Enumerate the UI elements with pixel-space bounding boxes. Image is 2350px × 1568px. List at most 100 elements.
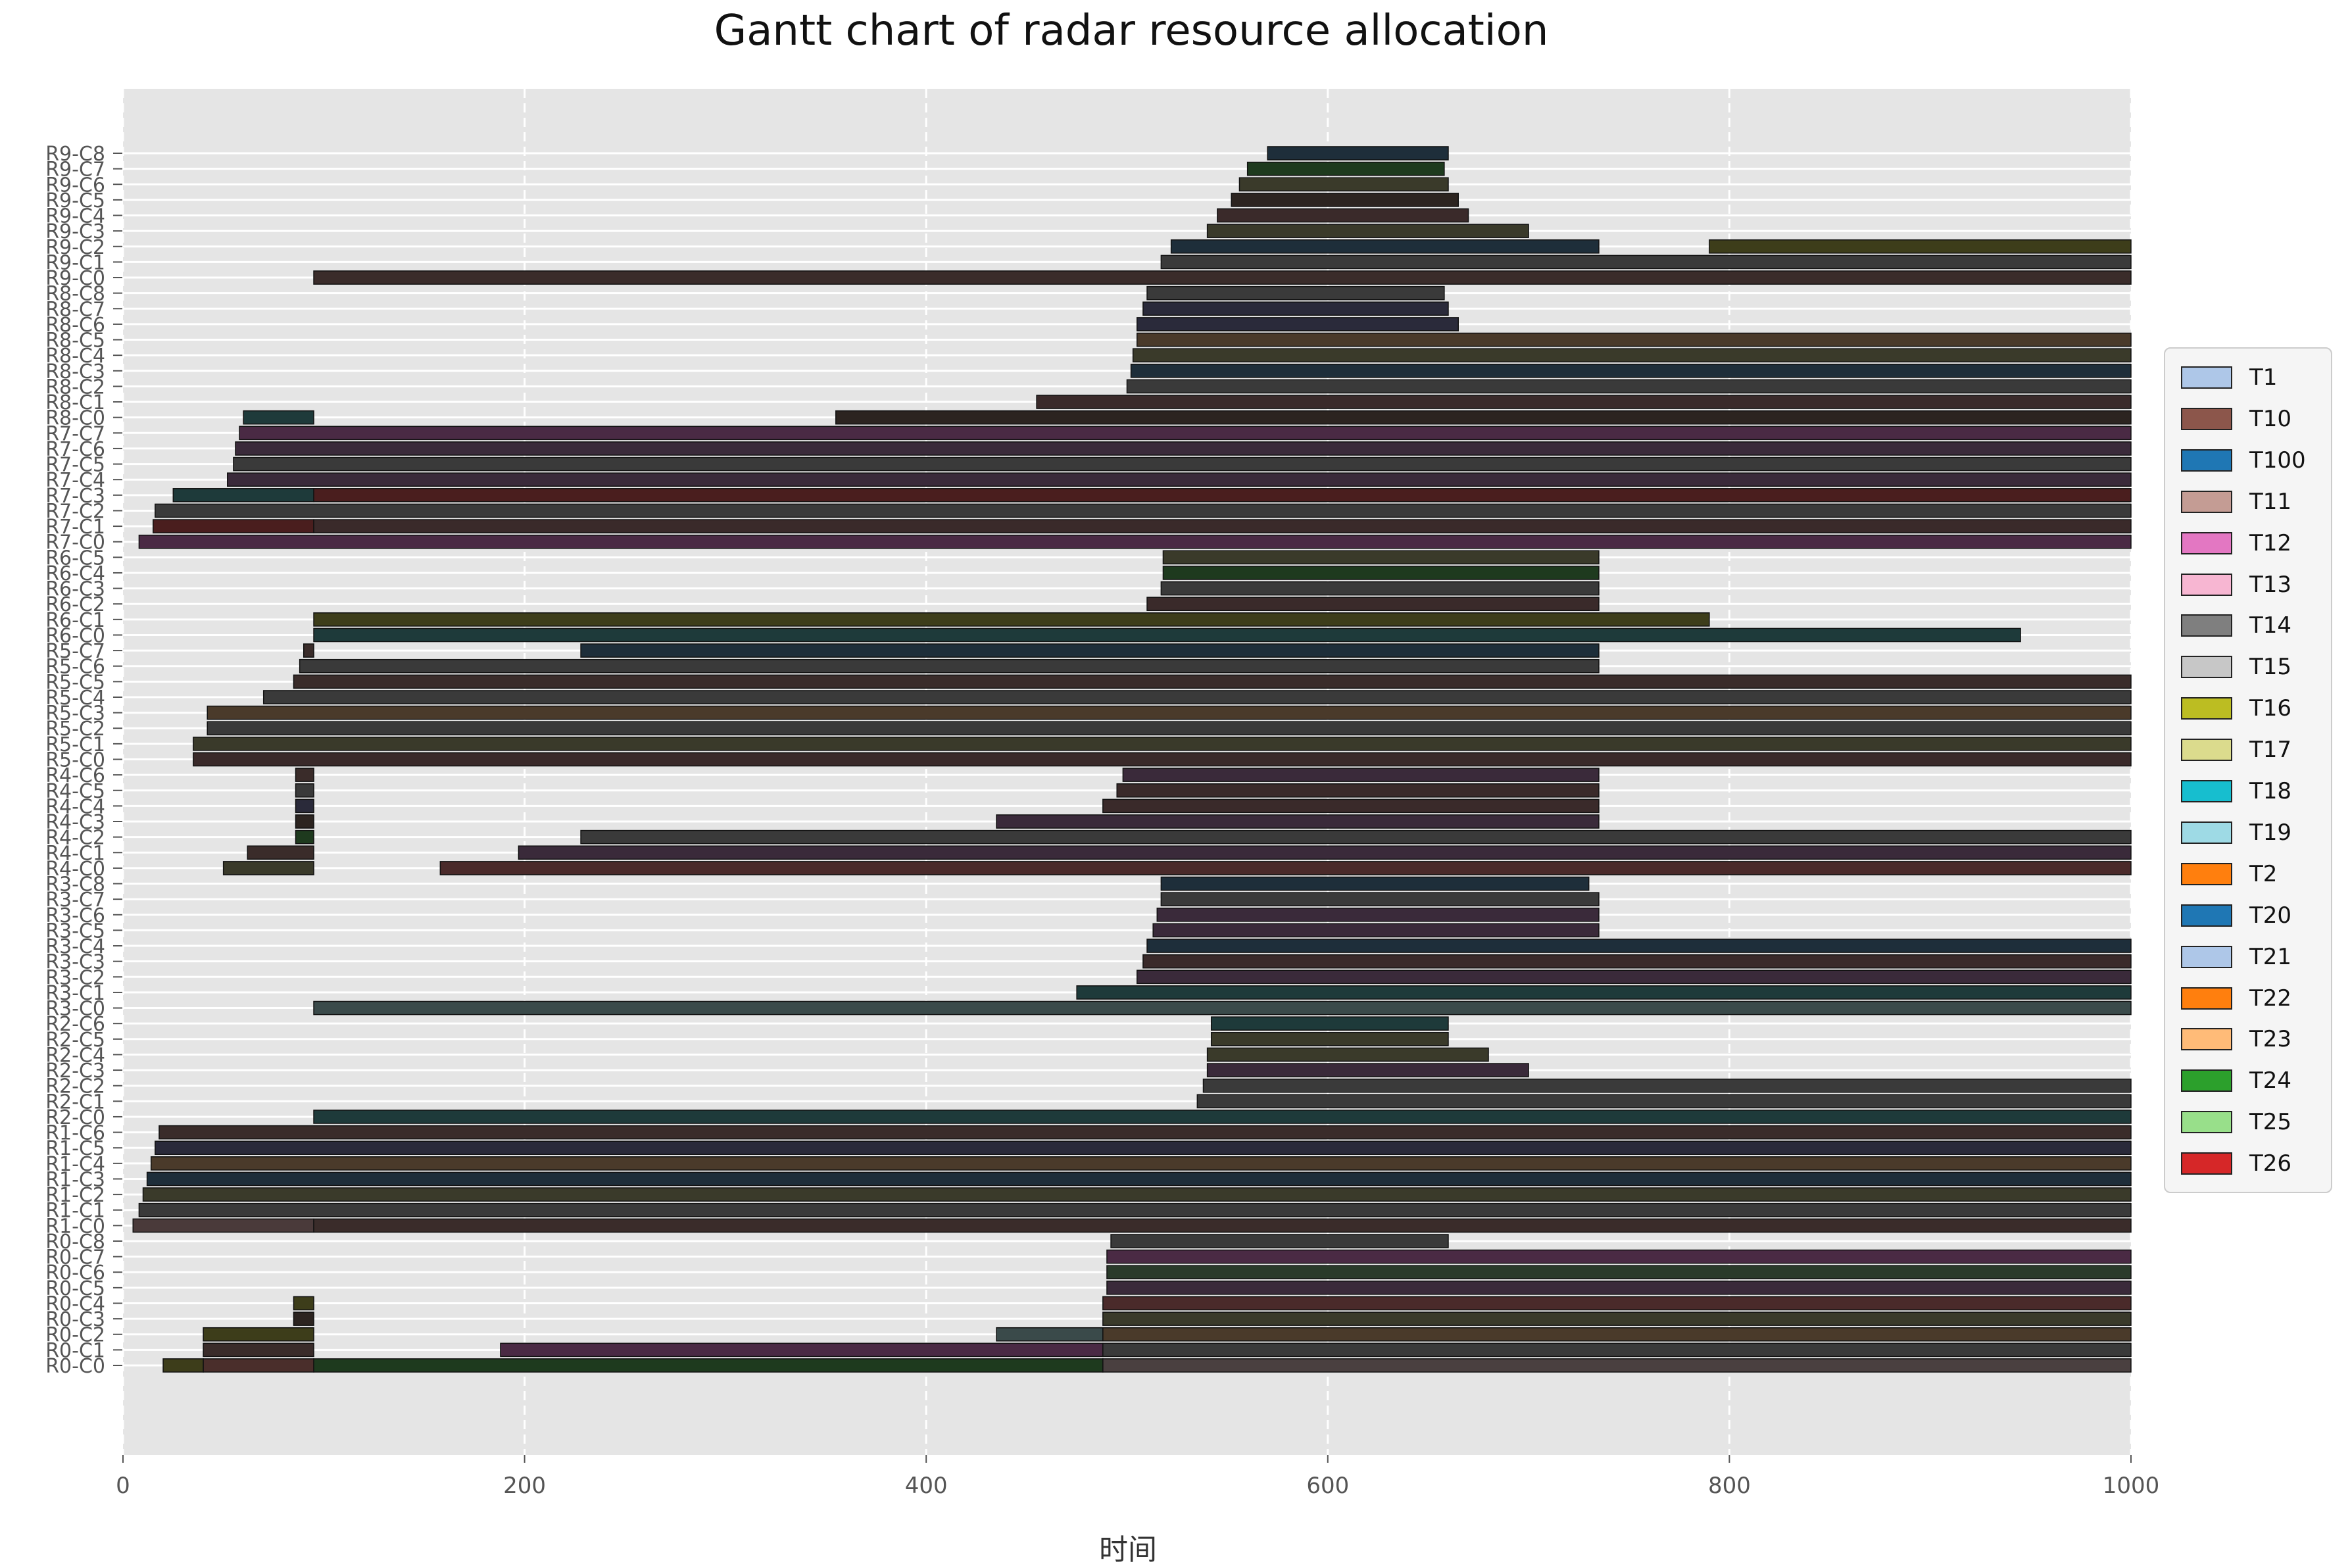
gantt-bar [1231,193,1459,207]
legend-swatch [2181,1152,2232,1175]
y-tick-label: R4-C2 [45,827,105,850]
y-tick-label: R5-C5 [45,671,105,694]
gantt-bar [1102,1327,2132,1342]
legend-label: T100 [2249,447,2306,474]
x-tick-label: 800 [1708,1473,1751,1499]
gantt-bar [313,1218,2132,1233]
y-tick-label: R0-C4 [45,1292,105,1315]
y-tick-label: R8-C1 [45,391,105,414]
y-tick-label: R1-C2 [45,1184,105,1207]
gantt-bar [313,1110,2132,1124]
y-tick-label: R8-C3 [45,360,105,383]
gantt-bar [1162,550,1600,565]
gantt-bar [1106,1281,2132,1295]
y-tick-label: R0-C1 [45,1339,105,1362]
gantt-bar [1102,798,1600,814]
gantt-bar [295,829,314,845]
legend-item: T24 [2181,1067,2291,1094]
gantt-bar [1206,1063,1529,1077]
gantt-bar [233,456,2132,472]
legend-swatch [2181,1028,2232,1051]
legend-label: T18 [2249,778,2292,804]
legend-label: T21 [2249,943,2292,970]
y-tick-label: R2-C3 [45,1060,105,1083]
gantt-bar [1217,208,1469,223]
gantt-bar [1156,907,1600,922]
y-tick-label: R4-C5 [45,780,105,803]
gantt-bar [1142,301,1449,316]
gantt-bar [996,1327,1104,1342]
legend-label: T14 [2249,612,2292,639]
gantt-bar [313,1358,1104,1373]
legend-swatch [2181,490,2232,513]
y-tick-label: R6-C5 [45,547,105,570]
gantt-bar [172,488,314,502]
legend-swatch [2181,573,2232,596]
gantt-bar [500,1342,1104,1358]
y-tick-label: R6-C1 [45,609,105,632]
gantt-bar [1162,566,1600,580]
gantt-bar [293,674,2132,689]
gantt-bar [193,737,2132,751]
legend-swatch [2181,1111,2232,1134]
legend-swatch [2181,821,2232,844]
legend-swatch [2181,531,2232,554]
gantt-bar [203,1327,314,1342]
gantt-bar [313,1000,2132,1016]
gantt-bar [132,1218,314,1233]
gantt-bar [155,503,2132,518]
y-tick-label: R6-C4 [45,562,105,585]
y-tick-label: R3-C3 [45,951,105,974]
gantt-bar [1146,597,1600,612]
y-tick-label: R9-C0 [45,267,105,290]
gantt-bar [207,721,2132,736]
gantt-bar [518,845,2132,860]
legend-item: T17 [2181,737,2291,763]
y-tick-label: R1-C4 [45,1153,105,1176]
legend-item: T14 [2181,612,2291,639]
y-tick-label: R4-C6 [45,764,105,787]
gantt-bar [1102,1311,2132,1326]
gantt-bar [1142,954,2132,969]
y-tick-label: R9-C8 [45,143,105,166]
legend-swatch [2181,945,2232,968]
gantt-bar [996,814,1600,829]
gantt-bar [1238,177,1449,192]
y-tick-label: R8-C7 [45,298,105,321]
y-tick-label: R5-C7 [45,640,105,663]
gantt-bar [1137,332,2132,347]
gantt-bar [295,783,314,798]
gantt-bar [153,519,314,533]
y-tick-label: R8-C5 [45,330,105,353]
legend-item: T20 [2181,902,2291,929]
y-tick-label: R4-C3 [45,811,105,834]
y-tick-label: R8-C2 [45,376,105,399]
gantt-bar [1146,939,2132,953]
y-tick-label: R1-C3 [45,1168,105,1191]
legend-item: T100 [2181,447,2306,474]
y-tick-label: R6-C2 [45,593,105,616]
y-tick-label: R9-C3 [45,220,105,243]
gantt-bar [1126,379,2132,394]
legend-item: T11 [2181,489,2291,515]
gantt-bar [295,798,314,814]
legend-label: T23 [2249,1026,2292,1053]
gantt-bar [313,612,1710,627]
legend-swatch [2181,697,2232,720]
y-tick-label: R3-C2 [45,966,105,989]
gantt-bar [1106,1265,2132,1280]
legend-item: T18 [2181,778,2291,804]
legend-label: T2 [2249,860,2278,887]
legend-item: T25 [2181,1109,2291,1135]
gantt-bar [580,829,2132,845]
legend-swatch [2181,780,2232,802]
gantt-bar [1036,395,2132,409]
legend-item: T2 [2181,861,2277,887]
legend-label: T19 [2249,819,2292,846]
y-tick-label: R3-C5 [45,919,105,943]
x-tick-label: 600 [1306,1473,1349,1499]
gantt-bar [1170,239,1600,254]
y-tick-label: R6-C3 [45,578,105,601]
y-tick-label: R1-C6 [45,1122,105,1145]
legend-swatch [2181,656,2232,679]
